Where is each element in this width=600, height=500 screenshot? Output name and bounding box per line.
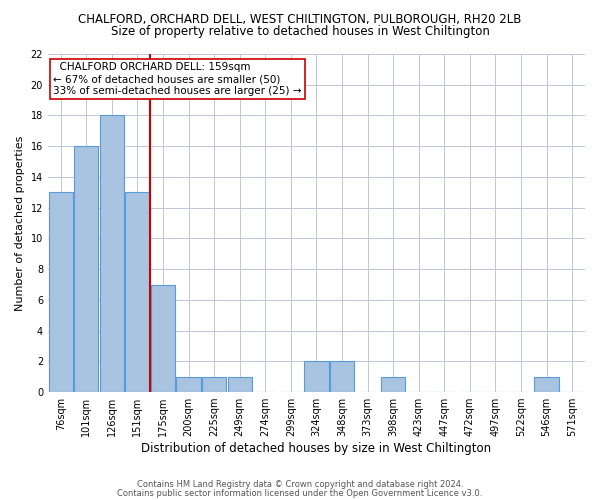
Text: CHALFORD, ORCHARD DELL, WEST CHILTINGTON, PULBOROUGH, RH20 2LB: CHALFORD, ORCHARD DELL, WEST CHILTINGTON… — [79, 12, 521, 26]
Text: Contains public sector information licensed under the Open Government Licence v3: Contains public sector information licen… — [118, 489, 482, 498]
Bar — [535, 376, 559, 392]
Bar — [330, 362, 354, 392]
Text: CHALFORD ORCHARD DELL: 159sqm  
← 67% of detached houses are smaller (50)
33% of: CHALFORD ORCHARD DELL: 159sqm ← 67% of d… — [53, 62, 302, 96]
X-axis label: Distribution of detached houses by size in West Chiltington: Distribution of detached houses by size … — [142, 442, 491, 455]
Bar — [176, 376, 201, 392]
Text: Contains HM Land Registry data © Crown copyright and database right 2024.: Contains HM Land Registry data © Crown c… — [137, 480, 463, 489]
Y-axis label: Number of detached properties: Number of detached properties — [15, 136, 25, 310]
Bar — [381, 376, 406, 392]
Bar — [100, 116, 124, 392]
Bar — [227, 376, 252, 392]
Bar — [151, 284, 175, 392]
Text: Size of property relative to detached houses in West Chiltington: Size of property relative to detached ho… — [110, 25, 490, 38]
Bar — [125, 192, 149, 392]
Bar — [74, 146, 98, 392]
Bar — [202, 376, 226, 392]
Bar — [49, 192, 73, 392]
Bar — [304, 362, 329, 392]
